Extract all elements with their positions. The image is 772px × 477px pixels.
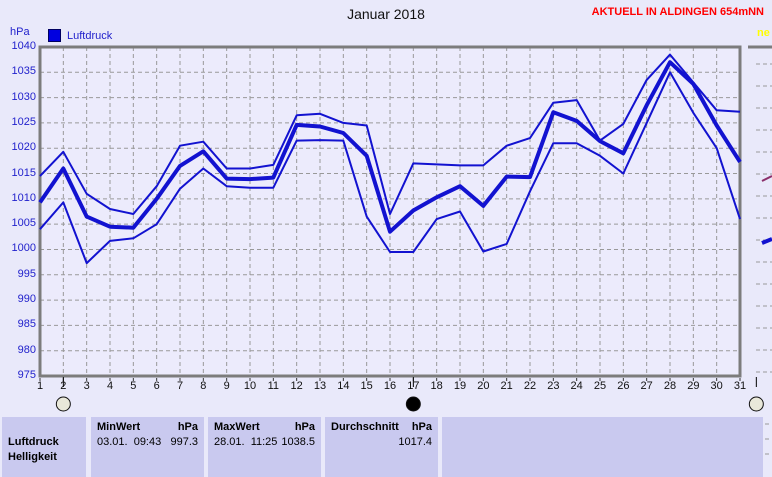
y-axis-unit-label: hPa — [10, 26, 30, 38]
x-tick-label: 18 — [430, 380, 443, 392]
x-tick-label: 26 — [617, 380, 630, 392]
x-tick-label: 12 — [290, 380, 303, 392]
x-tick-label: 10 — [243, 380, 257, 392]
x-tick-label: 21 — [500, 380, 513, 392]
max-value-cell: MaxWert hPa 28.01. 11:25 1038.5 — [208, 417, 321, 477]
x-tick-label: 14 — [337, 380, 350, 392]
x-tick-label: 25 — [593, 380, 607, 392]
y-tick-label: 1005 — [11, 217, 36, 230]
legend-label: Luftdruck — [67, 29, 113, 42]
x-tick-label: 30 — [710, 380, 723, 392]
y-tick-label: 1030 — [11, 90, 36, 103]
x-tick-label: 3 — [83, 380, 90, 392]
x-tick-label: 15 — [360, 380, 373, 392]
x-tick-label: 20 — [477, 380, 490, 392]
min-datetime: 03.01. 09:43 — [97, 436, 162, 448]
x-tick-label: 2 — [60, 380, 67, 392]
min-value-cell: MinWert hPa 03.01. 09:43 997.3 — [91, 417, 204, 477]
pressure-chart[interactable] — [0, 0, 772, 458]
x-tick-label: 5 — [130, 380, 137, 392]
x-tick-label: 1 — [36, 380, 44, 392]
x-tick-label: 31 — [733, 380, 747, 392]
y-tick-label: 1010 — [11, 191, 36, 204]
sensor-row-spacer — [8, 420, 80, 435]
x-tick-label: 19 — [453, 380, 467, 392]
new-moon-icon — [405, 396, 421, 412]
x-tick-label: 23 — [547, 380, 560, 392]
avg-unit: hPa — [411, 421, 432, 433]
min-label: MinWert — [97, 421, 141, 433]
y-tick-label: 1015 — [11, 166, 36, 179]
sensor-name: Luftdruck — [8, 436, 59, 448]
empty-summary-cell — [442, 417, 763, 477]
x-tick-label: 6 — [153, 380, 160, 392]
x-tick-label: 11 — [267, 380, 280, 392]
y-tick-label: 1035 — [11, 65, 36, 78]
x-tick-label: 7 — [176, 380, 184, 392]
y-tick-label: 1040 — [11, 40, 36, 52]
x-tick-label: 29 — [687, 380, 700, 392]
x-tick-label: 4 — [106, 380, 114, 392]
x-tick-label: 8 — [200, 380, 207, 392]
max-value: 1038.5 — [281, 436, 315, 448]
next-panel-title: ne — [757, 27, 770, 39]
avg-value: 1017.4 — [398, 436, 432, 448]
max-datetime: 28.01. 11:25 — [214, 436, 278, 448]
legend: Luftdruck — [48, 29, 112, 42]
y-tick-label: 980 — [17, 343, 36, 356]
y-tick-label: 990 — [17, 293, 36, 306]
y-tick-label: 985 — [17, 318, 36, 331]
y-tick-label: 1020 — [11, 141, 36, 154]
y-tick-label: 975 — [17, 369, 36, 381]
sensor-name-cell: Luftdruck Helligkeit — [2, 417, 86, 477]
full-moon-icon — [55, 396, 71, 412]
y-tick-label: 995 — [17, 267, 36, 280]
legend-color-swatch-icon — [48, 29, 61, 42]
x-tick-label: 24 — [570, 380, 583, 392]
x-tick-label: 28 — [663, 380, 677, 392]
avg-label: Durchschnitt — [331, 421, 399, 433]
avg-value-cell: Durchschnitt hPa 1017.4 — [325, 417, 438, 477]
max-unit: hPa — [294, 421, 315, 433]
x-tick-label: 17 — [407, 380, 420, 392]
x-tick-label: 13 — [313, 380, 327, 392]
x-tick-label: 9 — [223, 380, 230, 392]
min-unit: hPa — [177, 421, 198, 433]
full-moon-icon — [748, 396, 764, 412]
min-value: 997.3 — [170, 436, 198, 448]
max-label: MaxWert — [214, 421, 260, 433]
x-tick-label: 27 — [640, 380, 653, 392]
station-banner: AKTUELL IN ALDINGEN 654mNN — [591, 6, 764, 18]
y-tick-label: 1025 — [11, 115, 36, 128]
x-tick-label: 16 — [383, 380, 397, 392]
y-tick-label: 1000 — [11, 242, 36, 255]
x-tick-label: 22 — [523, 380, 537, 392]
page-title: Januar 2018 — [347, 6, 425, 22]
